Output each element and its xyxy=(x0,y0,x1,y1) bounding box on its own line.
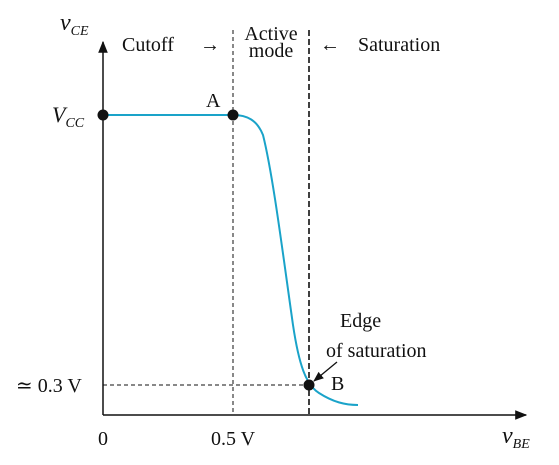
x-axis-label: vBE xyxy=(502,423,530,452)
point-a-marker xyxy=(227,109,239,121)
point-b-marker xyxy=(303,379,315,391)
transfer-curve xyxy=(103,114,359,406)
vcc-point-marker xyxy=(97,109,109,121)
saturation-direction-arrow: ← xyxy=(320,34,340,56)
edge-of-saturation-label-line1: Edge xyxy=(340,310,381,332)
y-axis-label: vCE xyxy=(60,10,89,39)
origin-label: 0 xyxy=(98,428,108,450)
active-mode-label-line2: mode xyxy=(249,40,294,62)
cutoff-region-label: Cutoff xyxy=(122,34,174,56)
edge-of-saturation-arrow xyxy=(313,361,338,382)
edge-of-saturation-label-line2: of saturation xyxy=(326,340,427,362)
cutoff-direction-arrow: → xyxy=(200,34,220,56)
vcc-tick-label: VCC xyxy=(52,102,85,131)
x-tick-label-0-5v: 0.5 V xyxy=(211,428,256,450)
point-b-label: B xyxy=(331,373,344,395)
point-a-label: A xyxy=(206,90,221,112)
saturation-region-label: Saturation xyxy=(358,34,440,56)
vce-sat-tick-label: ≃ 0.3 V xyxy=(16,375,82,397)
active-mode-label-line1: Active xyxy=(244,23,297,45)
